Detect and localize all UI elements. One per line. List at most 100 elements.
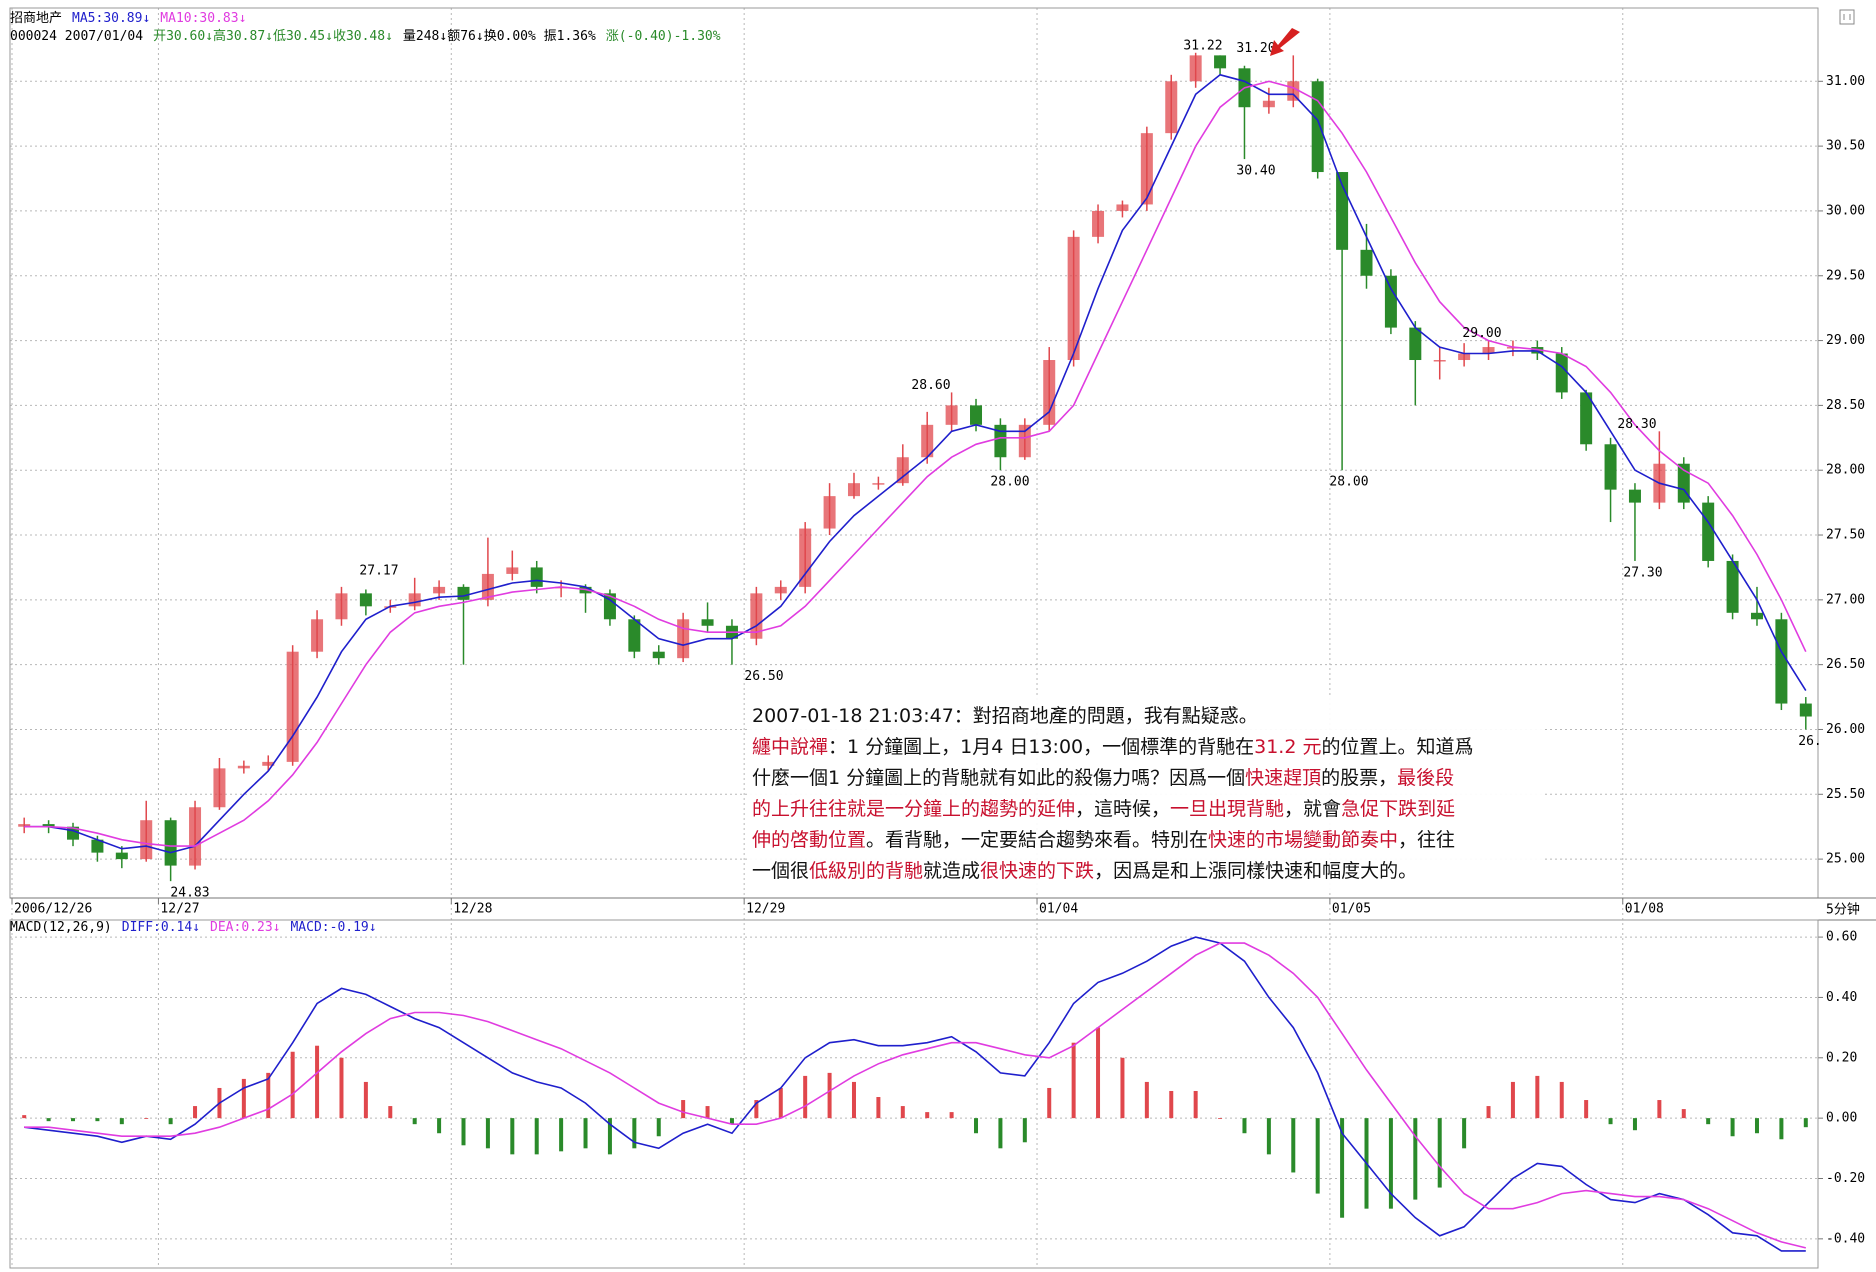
annotation-segment: 的股票， <box>1321 767 1397 789</box>
header-segment: MA10:30.83↓ <box>160 11 246 26</box>
y-tick-label: -0.40 <box>1826 1231 1865 1246</box>
plot-layer <box>18 52 1812 1252</box>
header-segment: 开30.60↓高30.87↓低30.45↓收30.48↓ <box>153 28 393 44</box>
annotation-segment: ，往往 <box>1398 829 1455 851</box>
header-text: MACD(12,26,9) DIFF:0.14↓ DEA:0.23↓ MACD:-0.… <box>10 920 377 935</box>
annotation-segment: 一個很 <box>752 860 809 882</box>
macd-bar <box>1193 1090 1198 1119</box>
interval-label: 5分钟 <box>1826 902 1860 918</box>
macd-bar <box>412 1118 417 1125</box>
y-tick-label: 30.50 <box>1826 139 1865 154</box>
x-tick-label: 01/04 <box>1039 902 1078 917</box>
header-text: 招商地产 MA5:30.89↓ MA10:30.83↓ <box>10 11 246 26</box>
annotation-line: 伸的啓動位置。看背馳，一定要結合趨勢來看。特別在快速的市場變動節奏中，往往 <box>752 829 1455 851</box>
macd-bar <box>1754 1118 1759 1134</box>
y-tick-label: 0.00 <box>1826 1111 1857 1126</box>
annotation-segment: 低級別的背馳 <box>809 860 923 882</box>
candle-body <box>140 820 153 860</box>
macd-bar <box>632 1118 637 1149</box>
candle-body <box>677 619 690 659</box>
y-tick-label: 28.50 <box>1826 398 1865 413</box>
macd-bar <box>925 1112 930 1119</box>
macd-bar <box>1608 1118 1613 1125</box>
candle-body <box>1726 560 1739 613</box>
macd-bar <box>1730 1118 1735 1137</box>
header-text: 000024 2007/01/04 开30.60↓高30.87↓低30.45↓收3… <box>10 28 721 44</box>
candle-body <box>1775 619 1788 704</box>
x-tick-label: 01/05 <box>1332 902 1371 917</box>
annotation-line: 什麼一個1 分鐘圖上的背馳就有如此的殺傷力嗎？因爲一個快速趕頂的股票，最後段 <box>752 767 1454 789</box>
candle-body <box>530 567 543 587</box>
candle-body <box>945 405 958 425</box>
panel-icon[interactable] <box>1839 9 1855 25</box>
price-label: 27.30 <box>1623 565 1662 580</box>
annotation-segment: ：1 分鐘圖上，1月4 日13:00，一個標準的背馳在 <box>828 736 1254 758</box>
annotation-segment: ，因爲是和上漲同樣快速和幅度大的。 <box>1094 860 1417 882</box>
candle-body <box>506 567 519 574</box>
annotation-segment: 就造成 <box>923 860 980 882</box>
annotation-segment: ，就會 <box>1284 798 1341 820</box>
annotation-segment: 31.2 元 <box>1254 736 1321 758</box>
y-tick-label: 0.60 <box>1826 930 1857 945</box>
y-tick-label: 25.50 <box>1826 787 1865 802</box>
macd-bar <box>95 1118 100 1122</box>
macd-bar <box>1559 1081 1564 1119</box>
macd-bar <box>1144 1081 1149 1119</box>
macd-bar <box>900 1106 905 1119</box>
macd-bar <box>71 1118 76 1122</box>
macd-bar <box>1315 1118 1320 1194</box>
macd-bar <box>1169 1090 1174 1119</box>
annotation-segment: 的上升往往就是一分鐘上的趨勢的延伸 <box>752 798 1075 820</box>
macd-line <box>24 942 1806 1249</box>
y-tick-label: -0.20 <box>1826 1171 1865 1186</box>
macd-bar <box>241 1078 246 1119</box>
candle-body <box>1140 133 1153 205</box>
ma-line <box>24 73 1807 854</box>
macd-bar <box>1388 1118 1393 1209</box>
macd-panel-frame <box>9 919 1819 1269</box>
candle-body <box>1214 55 1227 69</box>
macd-bar <box>681 1100 686 1119</box>
annotation-segment: 什麼一個1 分鐘圖上的背馳就有如此的殺傷力嗎？因爲一個 <box>752 767 1245 789</box>
candle-body <box>921 424 934 458</box>
macd-bar <box>803 1075 808 1119</box>
candle-body <box>1604 444 1617 490</box>
macd-bar <box>437 1118 442 1134</box>
macd-bar <box>1291 1118 1296 1173</box>
candle-body <box>408 593 421 607</box>
candle-body <box>1433 360 1446 362</box>
macd-bar <box>1413 1118 1418 1200</box>
candle-body <box>42 824 55 827</box>
y-tick-label: 26.00 <box>1826 722 1865 737</box>
macd-bar <box>266 1072 271 1119</box>
header-segment: DEA:0.23↓ <box>210 920 280 935</box>
candle-body <box>1750 612 1763 620</box>
y-tick-label: 0.20 <box>1826 1050 1857 1065</box>
candle-body <box>1116 204 1129 211</box>
annotation-line: 一個很低級別的背馳就造成很快速的下跌，因爲是和上漲同樣快速和幅度大的。 <box>752 860 1417 882</box>
red-arrow <box>1270 28 1300 56</box>
macd-bar <box>876 1097 881 1119</box>
candle-body <box>1482 347 1495 354</box>
candle-body <box>286 651 299 762</box>
price-label: 31.22 <box>1183 38 1222 53</box>
macd-bar <box>1657 1100 1662 1119</box>
y-tick-label: 31.00 <box>1826 74 1865 89</box>
candle-body <box>213 768 226 808</box>
header-segment: 招商地产 <box>10 11 62 26</box>
candle-body <box>18 824 31 827</box>
y-tick-label: 29.00 <box>1826 333 1865 348</box>
candle-body <box>1189 55 1202 82</box>
y-tick-label: 27.50 <box>1826 528 1865 543</box>
price-label: 26. <box>1798 734 1821 749</box>
annotation-segment: 很快速的下跌 <box>980 860 1094 882</box>
macd-bar <box>193 1106 198 1119</box>
header-segment: 000024 2007/01/04 <box>10 29 143 44</box>
macd-bar <box>1681 1109 1686 1119</box>
candle-body <box>237 765 250 769</box>
candle-body <box>311 619 324 652</box>
candle-body <box>335 593 348 620</box>
price-label: 28.00 <box>990 475 1029 490</box>
